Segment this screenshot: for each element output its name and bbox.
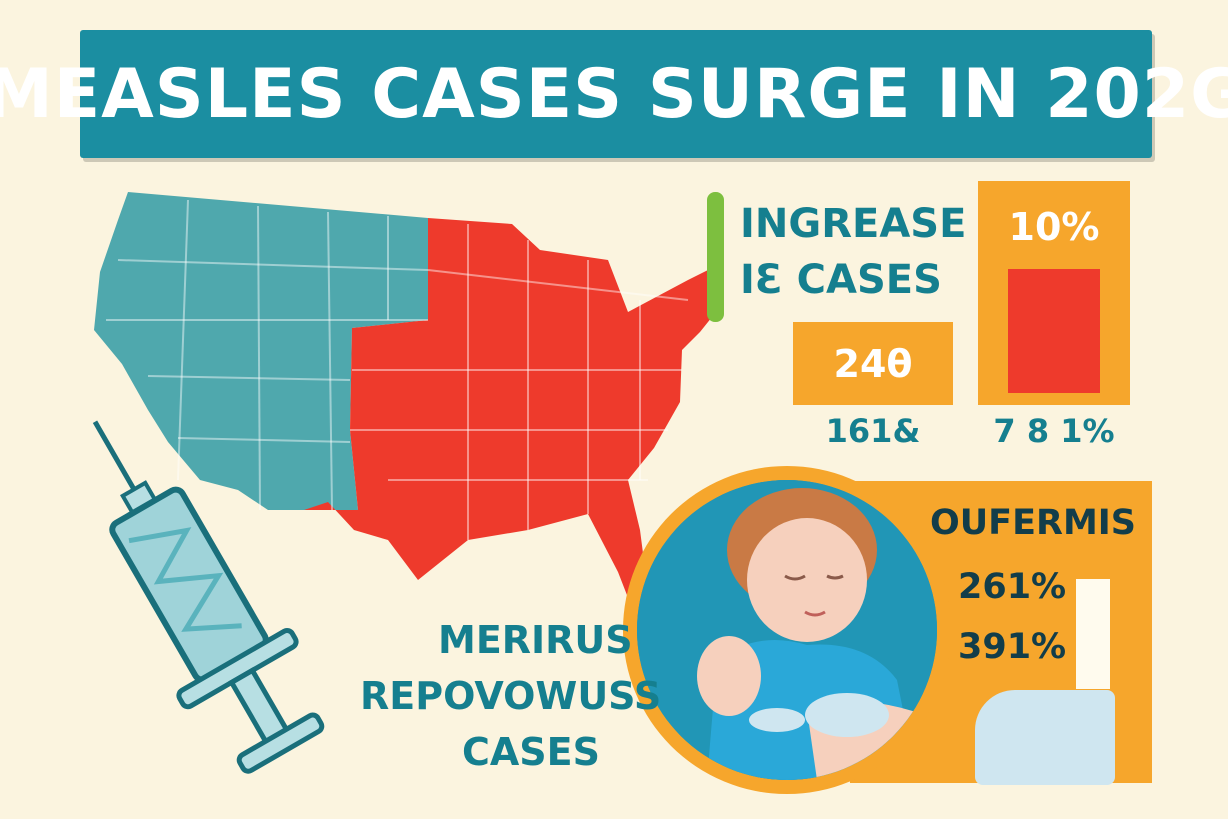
stats-panel-title: OUFERMIS: [930, 503, 1137, 543]
green-accent-bar: [707, 192, 724, 322]
tall-stat-value: 10%: [1008, 205, 1100, 249]
increase-line-1: INGREASE: [740, 201, 967, 247]
us-map: [88, 180, 728, 620]
map-east-region: [304, 218, 716, 608]
increase-heading: INGREASE IƐ CASES: [740, 196, 967, 308]
child-arm-photo: [637, 480, 937, 780]
stats-panel-value-1: 261%: [958, 567, 1067, 607]
bottom-heading: MERIRUS REPOVOWUSS CASES: [360, 612, 662, 780]
bottom-line-2: REPOVOWUSS: [360, 674, 662, 718]
arm-sleeve: [975, 690, 1115, 785]
small-stat-box: 24θ: [793, 322, 953, 405]
title-banner: MEASLES CASES SURGE IN 202G: [0, 30, 1228, 158]
increase-line-2: IƐ CASES: [740, 257, 942, 303]
tall-stat-box: 10%: [978, 181, 1130, 405]
stats-panel-bar: [1076, 579, 1110, 689]
syringe-illustration: [60, 395, 330, 795]
page-title: MEASLES CASES SURGE IN 202G: [0, 54, 1228, 134]
bottom-line-1: MERIRUS: [438, 618, 633, 662]
tall-stat-caption: 7 8 1%: [993, 412, 1115, 450]
child-photo: [637, 480, 937, 780]
bottom-line-3: CASES: [462, 730, 600, 774]
tall-stat-bar: [1008, 269, 1100, 393]
photo-frame: [623, 466, 951, 794]
map-west-region: [94, 192, 428, 510]
syringe-icon: [92, 420, 325, 774]
us-map-illustration: [94, 192, 716, 608]
small-stat-value: 24θ: [833, 341, 913, 386]
stats-panel-value-2: 391%: [958, 627, 1067, 667]
small-stat-caption: 161&: [825, 412, 921, 450]
